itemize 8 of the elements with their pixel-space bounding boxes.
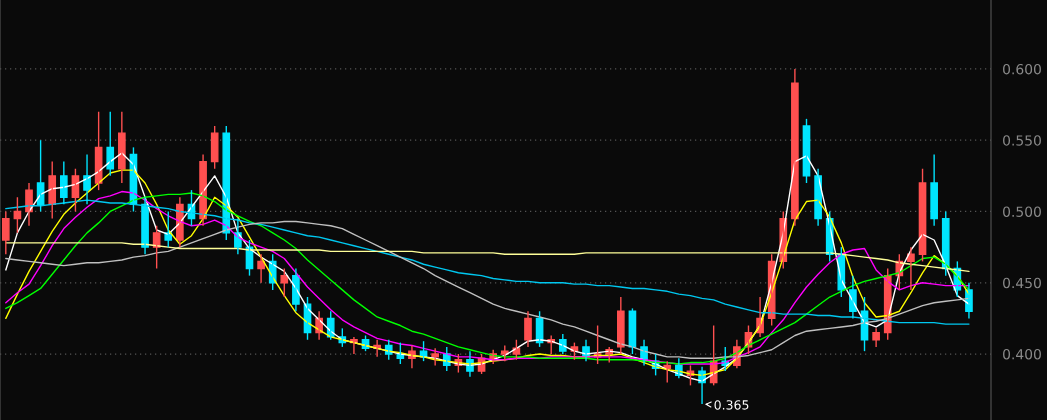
y-tick-label: 0.500 (1003, 206, 1041, 217)
candlestick (1, 210, 10, 255)
y-tick-label: 0.550 (1003, 135, 1041, 146)
candlestick (210, 125, 219, 170)
y-tick-label: 0.400 (1003, 348, 1041, 360)
y-tick-label: 0.450 (1003, 277, 1041, 289)
y-tick-label: 0.600 (1003, 63, 1041, 75)
annotation: 0.365 (714, 400, 749, 410)
